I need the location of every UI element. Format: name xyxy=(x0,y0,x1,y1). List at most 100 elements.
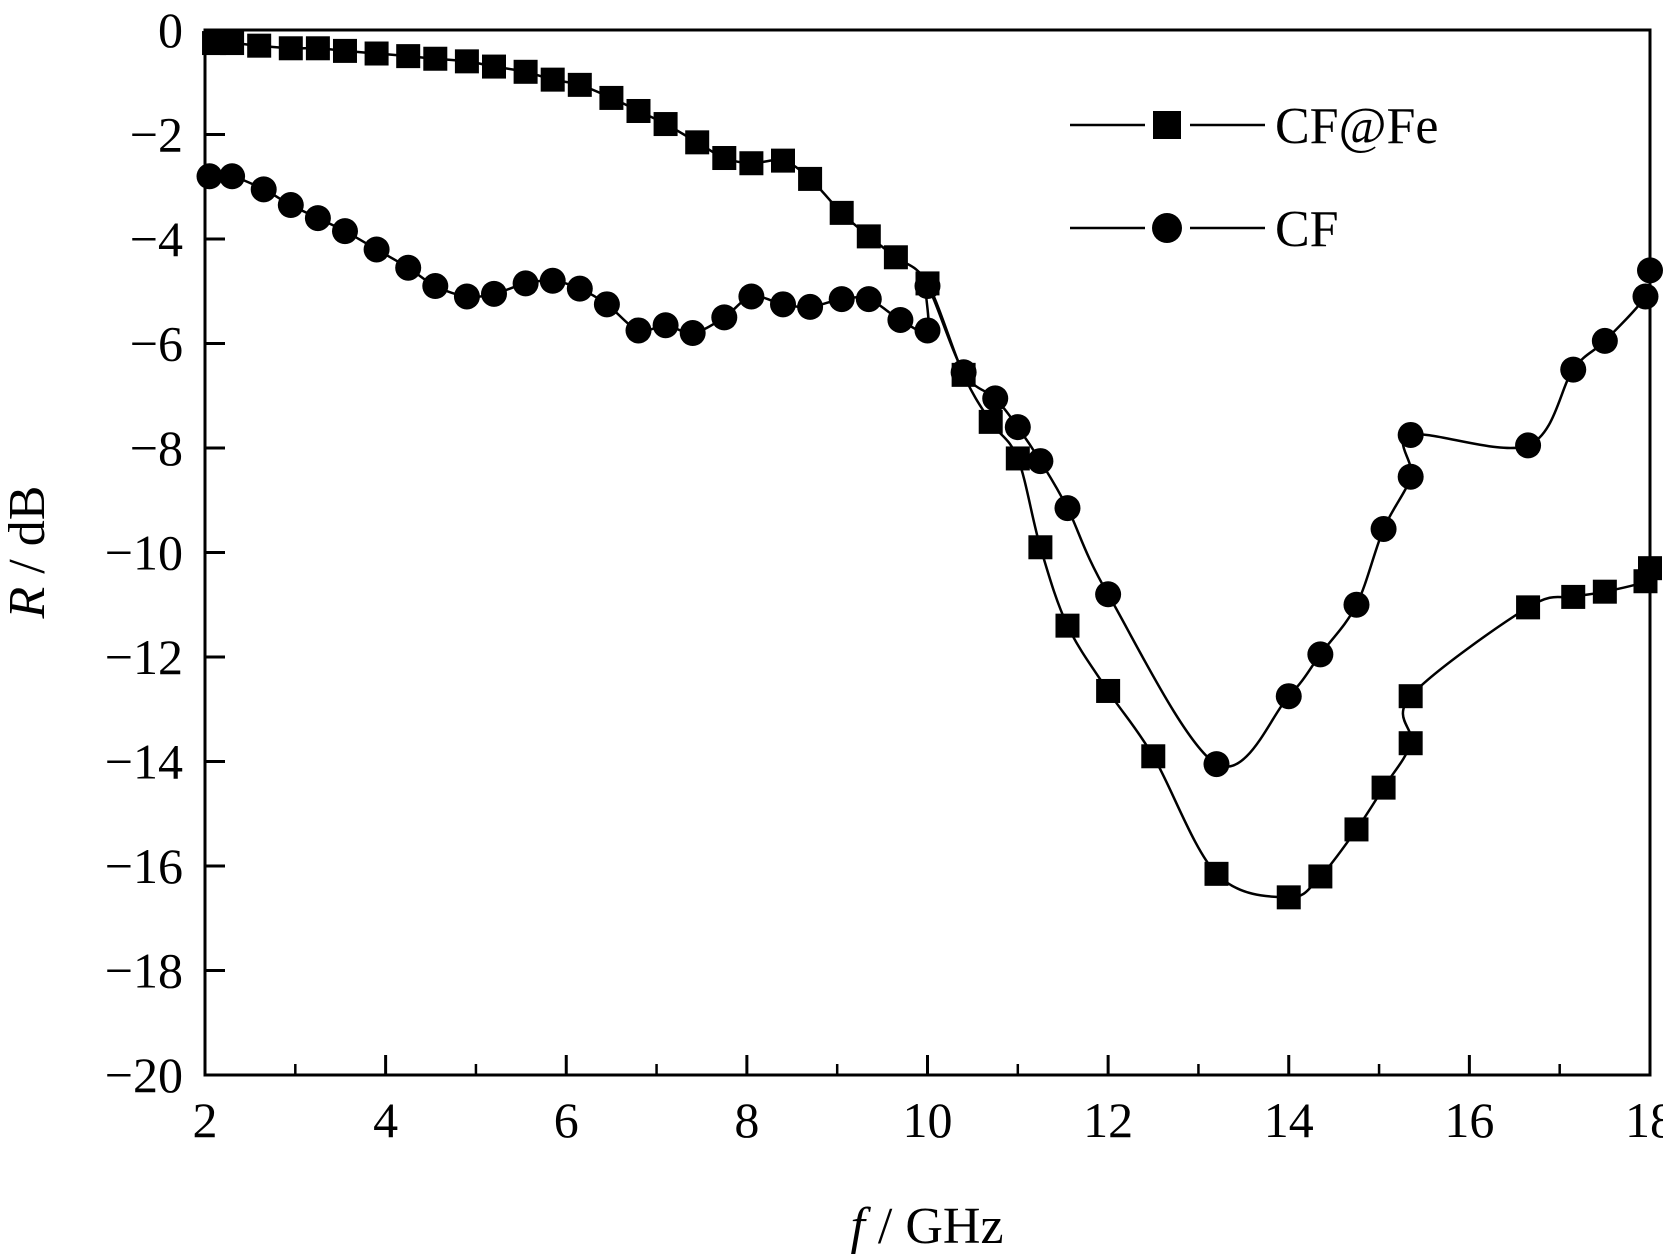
data-point-square xyxy=(1141,744,1166,769)
data-point-circle xyxy=(1095,581,1122,608)
data-point-square xyxy=(883,245,908,270)
data-point-circle xyxy=(797,293,824,320)
x-tick-label: 18 xyxy=(1625,1092,1663,1148)
series-cf xyxy=(196,163,1663,778)
data-point-square xyxy=(423,46,448,71)
legend-circle-marker xyxy=(1152,213,1182,243)
data-point-circle xyxy=(422,273,449,300)
data-point-square xyxy=(332,38,357,63)
data-point-square xyxy=(978,409,1003,434)
data-point-square xyxy=(1398,731,1423,756)
data-point-circle xyxy=(250,176,277,203)
x-tick-label: 10 xyxy=(903,1092,953,1148)
data-point-square xyxy=(1028,535,1053,560)
y-tick-label: −8 xyxy=(130,420,183,476)
data-point-circle xyxy=(481,280,507,307)
y-tick-label: −18 xyxy=(105,943,183,999)
data-point-square xyxy=(771,148,795,173)
data-point-circle xyxy=(363,236,390,263)
data-point-circle xyxy=(1054,495,1081,522)
data-point-circle xyxy=(304,205,331,232)
plot-area xyxy=(203,28,1652,1077)
data-point-square xyxy=(712,146,737,171)
data-point-circle xyxy=(331,218,358,245)
y-tick-label: −14 xyxy=(105,734,183,790)
data-point-circle xyxy=(711,304,738,331)
data-point-square xyxy=(1276,885,1301,910)
data-point-square xyxy=(739,151,764,176)
data-point-circle xyxy=(566,275,593,302)
x-tick-label: 12 xyxy=(1083,1092,1133,1148)
y-tick-label: −16 xyxy=(105,838,183,894)
series-cf-fe xyxy=(202,31,1662,910)
legend-label-cf: CF xyxy=(1275,201,1339,258)
data-point-circle xyxy=(512,270,539,297)
series-layer xyxy=(196,31,1663,910)
data-point-circle xyxy=(1591,327,1618,354)
data-point-circle xyxy=(679,320,706,347)
data-point-circle xyxy=(1307,641,1334,668)
data-point-square xyxy=(1096,678,1121,703)
data-point-circle xyxy=(593,291,620,318)
data-point-circle xyxy=(1027,448,1054,475)
data-point-square xyxy=(653,112,678,137)
data-point-square xyxy=(1344,817,1369,842)
data-point-square xyxy=(1055,613,1080,638)
x-tick-label: 4 xyxy=(373,1092,398,1148)
data-point-square xyxy=(567,72,592,97)
data-point-square xyxy=(829,200,854,225)
data-point-circle xyxy=(1370,515,1397,542)
data-point-circle xyxy=(1515,432,1542,459)
x-tick-label: 16 xyxy=(1444,1092,1494,1148)
data-point-circle xyxy=(1397,463,1424,490)
data-point-square xyxy=(626,98,651,123)
data-point-square xyxy=(1638,556,1662,581)
data-point-square xyxy=(1308,864,1333,889)
data-point-square xyxy=(1398,684,1423,709)
x-tick-label: 8 xyxy=(734,1092,759,1148)
legend-item-cffe: CF@Fe xyxy=(1070,98,1439,155)
data-point-square xyxy=(1371,775,1396,800)
legend-square-marker xyxy=(1153,111,1181,139)
x-axis-label: f / GHz xyxy=(850,1198,1003,1254)
data-point-square xyxy=(364,41,389,66)
data-point-circle xyxy=(1397,421,1424,448)
data-point-circle xyxy=(914,273,941,300)
data-point-circle xyxy=(828,286,855,313)
data-point-square xyxy=(305,36,330,61)
data-point-square xyxy=(278,36,303,61)
data-point-circle xyxy=(539,267,566,294)
x-tick-label: 6 xyxy=(554,1092,579,1148)
data-point-square xyxy=(856,224,881,249)
data-point-circle xyxy=(1275,683,1302,710)
data-point-square xyxy=(1561,584,1586,609)
data-point-circle xyxy=(453,283,480,310)
data-point-circle xyxy=(1343,591,1370,618)
x-axis-unit: / GHz xyxy=(865,1198,1004,1254)
legend-label-cffe: CF@Fe xyxy=(1275,98,1439,155)
data-point-circle xyxy=(1203,751,1230,778)
series-line xyxy=(213,41,1652,899)
data-point-square xyxy=(1005,446,1030,471)
x-tick-label: 14 xyxy=(1264,1092,1314,1148)
data-point-circle xyxy=(395,254,422,281)
data-point-square xyxy=(454,49,479,74)
data-point-circle xyxy=(738,283,765,310)
data-point-circle xyxy=(219,163,246,190)
data-point-circle xyxy=(652,312,679,339)
legend-item-cf: CF xyxy=(1070,201,1339,258)
data-point-square xyxy=(798,166,823,191)
axis-ticks: 2 4 6 8 10 12 14 16 18 0 −2 −4 −6 −8 −10 −12 −14 −16 −18 −2… xyxy=(105,2,1663,1148)
data-point-circle xyxy=(625,317,652,344)
data-point-square xyxy=(220,31,245,56)
data-point-circle xyxy=(1632,283,1659,310)
data-point-circle xyxy=(950,359,977,386)
data-point-square xyxy=(685,130,710,155)
legend: CF@Fe CF xyxy=(1070,98,1439,258)
y-tick-label: −10 xyxy=(105,525,183,581)
y-axis-unit: / dB xyxy=(0,486,56,587)
y-axis-variable: R xyxy=(0,587,56,620)
plot-frame xyxy=(203,28,1652,1077)
data-point-square xyxy=(1204,861,1229,886)
